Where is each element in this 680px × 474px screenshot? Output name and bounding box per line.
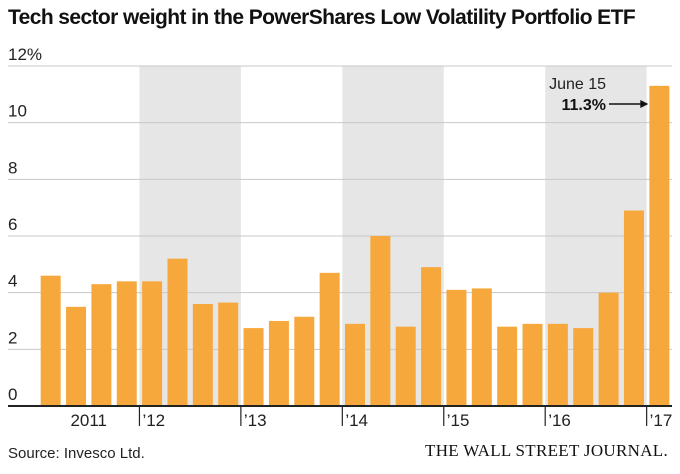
x-tick-label: ’16 [548,411,571,430]
x-tick-label: ’14 [345,411,368,430]
bar [268,321,289,406]
bar [471,288,492,406]
x-tick-label: ’12 [142,411,165,430]
bar [421,267,442,406]
bar [497,326,518,406]
y-tick-label: 10 [8,102,27,121]
bar [370,236,391,406]
annotation-arrowhead [640,100,649,108]
x-tick-label: ’13 [244,411,267,430]
bar [40,275,61,406]
x-tick-label: 2011 [70,411,107,430]
source-note: Source: Invesco Ltd. [8,445,145,462]
y-tick-label: 12% [8,45,42,64]
y-axis-labels: 0 2 4 6 8 10 12% [8,45,42,404]
bar [243,328,264,406]
bar [294,316,315,406]
publisher-logo: THE WALL STREET JOURNAL. [425,441,668,460]
annotation-date: June 15 [549,76,606,93]
x-tick-label: ’15 [447,411,470,430]
bar [547,323,568,406]
bar [167,258,188,406]
y-tick-label: 8 [8,158,17,177]
bar [623,210,644,406]
bar [345,323,365,406]
chart-title: Tech sector weight in the PowerShares Lo… [8,6,636,29]
bar [573,328,594,406]
bar-series [40,85,670,406]
bar [218,302,239,406]
bar [522,323,543,406]
x-axis-labels: 2011 ’12 ’13 ’14 ’15 ’16 ’17 [70,411,672,430]
bar [116,281,137,406]
bar [192,304,213,406]
y-tick-label: 6 [8,215,17,234]
bar [66,306,87,406]
bar [395,326,416,406]
y-tick-label: 4 [8,272,17,291]
y-tick-label: 2 [8,328,17,347]
bar [649,85,670,406]
annotation-value: 11.3% [562,97,606,114]
bar [598,292,619,406]
bar [142,281,163,406]
x-tick-label: ’17 [650,411,673,430]
bar [91,284,112,406]
grid-lines [8,65,672,350]
x-axis [8,405,672,426]
bar [446,289,467,406]
annotation: June 15 11.3% [549,76,649,114]
bar [319,272,340,406]
y-tick-label: 0 [8,385,17,404]
